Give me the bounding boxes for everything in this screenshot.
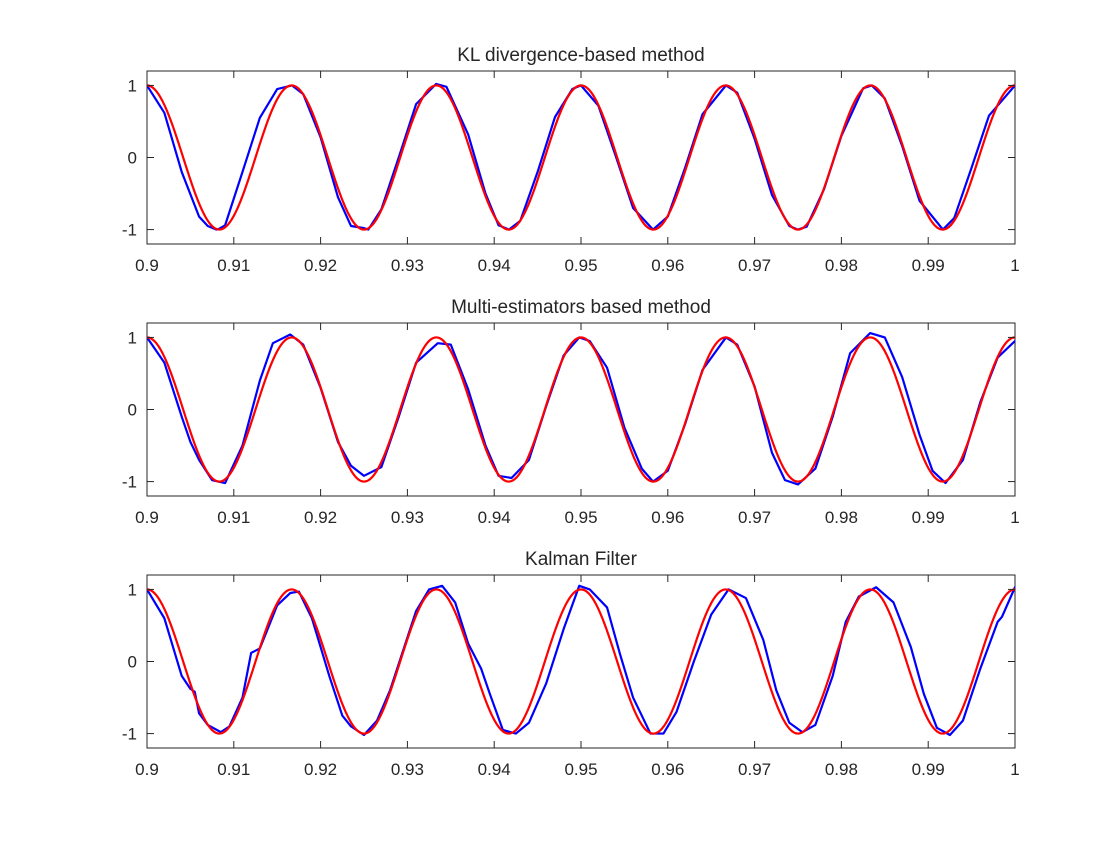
x-tick-label: 0.97 — [738, 508, 771, 527]
y-tick-label: 1 — [128, 76, 137, 95]
axis-ticks: 0.9 0.91 0.92 0.93 0.94 0.95 0.96 0.97 0.98 0.99 1… — [122, 323, 1020, 527]
x-tick-label: 0.95 — [564, 760, 597, 779]
x-tick-label: 0.97 — [738, 256, 771, 275]
x-tick-label: 0.98 — [825, 508, 858, 527]
x-tick-label: 1 — [1010, 508, 1019, 527]
x-tick-label: 0.93 — [391, 508, 424, 527]
axes-frame — [146, 574, 1016, 749]
x-tick-label: 0.95 — [564, 508, 597, 527]
x-tick-label: 0.95 — [564, 256, 597, 275]
x-tick-label: 0.96 — [651, 508, 684, 527]
x-tick-label: 0.94 — [478, 256, 511, 275]
x-tick-label: 0.94 — [478, 760, 511, 779]
subplot-multi-estimators: Multi-estimators based method 0.9 0.91 0.9… — [122, 297, 1020, 527]
y-tick-label: -1 — [122, 725, 137, 744]
axes-frame — [146, 322, 1016, 497]
subplot-kalman-filter: Kalman Filter 0.9 0.91 0.92 0.93 0.94 0.95 0.9… — [122, 549, 1020, 779]
axis-ticks: 0.9 0.91 0.92 0.93 0.94 0.95 0.96 0.97 0.98 0.99 1… — [122, 575, 1020, 779]
x-tick-label: 0.92 — [304, 256, 337, 275]
x-tick-label: 0.98 — [825, 256, 858, 275]
estimated-signal-line — [147, 331, 1015, 486]
reference-signal-line — [147, 336, 1015, 483]
plot-area — [147, 331, 1015, 486]
subplot-title: KL divergence-based method — [457, 45, 705, 66]
x-tick-label: 0.91 — [217, 760, 250, 779]
x-tick-label: 0.94 — [478, 508, 511, 527]
x-tick-label: 0.9 — [135, 508, 159, 527]
x-tick-label: 0.99 — [912, 508, 945, 527]
plot-area — [147, 584, 1015, 737]
axis-ticks: 0.9 0.91 0.92 0.93 0.94 0.95 0.96 0.97 0.98 0.99 1… — [122, 71, 1020, 275]
x-tick-label: 0.93 — [391, 256, 424, 275]
x-tick-label: 1 — [1010, 760, 1019, 779]
x-tick-label: 0.97 — [738, 760, 771, 779]
plot-area — [147, 82, 1015, 231]
x-tick-label: 0.96 — [651, 760, 684, 779]
y-tick-label: 0 — [128, 149, 137, 168]
x-tick-label: 0.9 — [135, 760, 159, 779]
y-tick-label: 0 — [128, 653, 137, 672]
x-tick-label: 1 — [1010, 256, 1019, 275]
x-tick-label: 0.92 — [304, 508, 337, 527]
y-tick-label: 0 — [128, 401, 137, 420]
x-tick-label: 0.91 — [217, 508, 250, 527]
x-tick-label: 0.9 — [135, 256, 159, 275]
x-tick-label: 0.99 — [912, 256, 945, 275]
x-tick-label: 0.91 — [217, 256, 250, 275]
axes-frame — [146, 70, 1016, 245]
y-tick-label: -1 — [122, 221, 137, 240]
x-tick-label: 0.99 — [912, 760, 945, 779]
x-tick-label: 0.92 — [304, 760, 337, 779]
estimated-signal-line — [147, 82, 1015, 231]
y-tick-label: -1 — [122, 473, 137, 492]
y-tick-label: 1 — [128, 580, 137, 599]
x-tick-label: 0.93 — [391, 760, 424, 779]
x-tick-label: 0.98 — [825, 760, 858, 779]
subplot-title: Kalman Filter — [525, 549, 638, 570]
subplot-kl-divergence: KL divergence-based method 0.9 0.91 0.92 0.… — [122, 45, 1020, 275]
reference-signal-line — [147, 588, 1015, 735]
y-tick-label: 1 — [128, 328, 137, 347]
reference-signal-line — [147, 84, 1015, 231]
subplot-title: Multi-estimators based method — [451, 297, 711, 318]
x-tick-label: 0.96 — [651, 256, 684, 275]
